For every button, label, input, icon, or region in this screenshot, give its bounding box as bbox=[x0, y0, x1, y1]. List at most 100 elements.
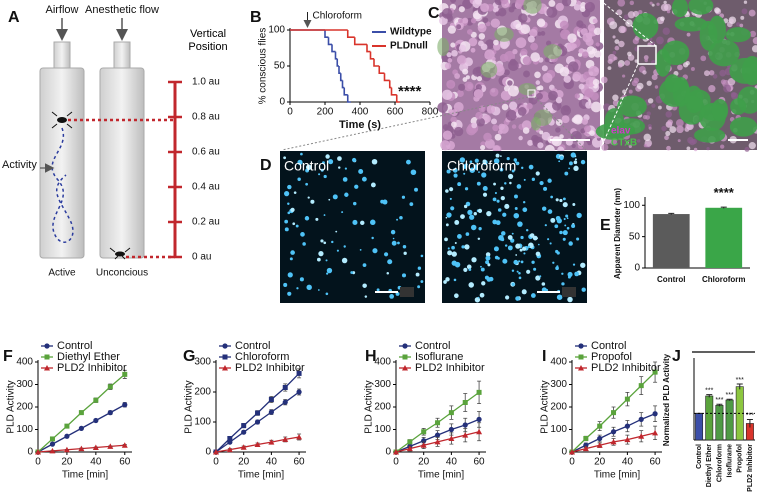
x-tick-label: 200 bbox=[317, 107, 334, 118]
vesicle bbox=[326, 267, 333, 274]
cell bbox=[563, 75, 571, 83]
cell bbox=[643, 133, 652, 142]
vesicle bbox=[323, 241, 327, 245]
vesicle bbox=[344, 192, 349, 197]
cell bbox=[712, 74, 718, 79]
vesicle bbox=[535, 251, 541, 257]
vesicle bbox=[332, 194, 338, 200]
vesicle bbox=[465, 201, 471, 207]
marker bbox=[611, 410, 617, 416]
vesicle bbox=[572, 203, 576, 206]
vesicle bbox=[518, 260, 521, 263]
marker bbox=[227, 436, 233, 441]
vesicle bbox=[417, 266, 422, 270]
vesicle bbox=[494, 191, 497, 195]
cell bbox=[704, 70, 710, 77]
vesicle bbox=[467, 209, 473, 216]
vesicle bbox=[515, 243, 521, 249]
marker bbox=[652, 429, 659, 436]
vesicle bbox=[513, 259, 519, 265]
vesicle bbox=[516, 184, 522, 189]
vesicle bbox=[477, 208, 483, 213]
vesicle bbox=[566, 217, 569, 220]
y-tick-label: 100 bbox=[623, 200, 640, 211]
cell bbox=[660, 16, 665, 22]
vesicle bbox=[287, 184, 292, 190]
y-tick-label: 100 bbox=[550, 424, 567, 435]
marker bbox=[282, 399, 288, 405]
vesicle bbox=[570, 152, 576, 158]
vesicle bbox=[497, 208, 502, 212]
vesicle bbox=[376, 288, 380, 292]
vesicle bbox=[372, 248, 378, 254]
vesicle bbox=[482, 159, 487, 164]
vesicle bbox=[352, 219, 358, 225]
vesicle bbox=[535, 275, 541, 281]
y-tick-label: 400 bbox=[374, 357, 391, 368]
cell bbox=[530, 52, 541, 62]
cell bbox=[590, 101, 602, 113]
vesicle bbox=[335, 230, 338, 233]
legend-label: PLDnull bbox=[390, 41, 428, 52]
vesicle bbox=[445, 216, 448, 219]
cell bbox=[483, 132, 492, 142]
vesicle bbox=[514, 207, 518, 210]
vesicle bbox=[506, 157, 510, 161]
cell bbox=[752, 37, 757, 45]
vesicle bbox=[561, 272, 564, 275]
vesicle bbox=[543, 186, 548, 191]
legend-label: PLD2 Inhibitor bbox=[57, 362, 127, 374]
neuropil bbox=[684, 85, 703, 114]
zoom-line bbox=[599, 0, 657, 47]
cell bbox=[527, 35, 535, 43]
cell bbox=[561, 0, 572, 7]
vesicle bbox=[481, 172, 487, 178]
y-tick-label: 0 bbox=[561, 447, 567, 458]
cell bbox=[536, 18, 546, 28]
cell bbox=[632, 10, 640, 18]
cell bbox=[612, 94, 619, 101]
cell bbox=[522, 127, 530, 134]
cell bbox=[649, 1, 653, 5]
cell bbox=[569, 38, 574, 43]
vesicle bbox=[547, 209, 553, 214]
vesicle bbox=[443, 280, 447, 284]
vesicle bbox=[317, 257, 321, 262]
cell bbox=[656, 36, 664, 45]
cell bbox=[462, 68, 469, 75]
cell bbox=[548, 0, 556, 7]
x-tick-label: Chloroform bbox=[702, 275, 746, 284]
cell bbox=[657, 105, 662, 110]
marker bbox=[597, 423, 603, 429]
vesicle bbox=[358, 169, 364, 174]
vesicle bbox=[447, 250, 453, 256]
vesicle bbox=[310, 199, 315, 204]
cell bbox=[589, 130, 595, 136]
cell bbox=[482, 17, 489, 24]
cell bbox=[491, 56, 496, 61]
step-segment bbox=[395, 94, 400, 103]
step-segment bbox=[353, 37, 367, 46]
marker bbox=[583, 436, 589, 441]
vesicle bbox=[451, 245, 455, 250]
cell bbox=[636, 82, 644, 90]
marker bbox=[78, 445, 85, 452]
cell bbox=[446, 52, 452, 58]
vesicle bbox=[482, 185, 488, 191]
vesicle bbox=[343, 245, 346, 248]
cell bbox=[666, 145, 671, 151]
x-tick-label: Chloroform bbox=[716, 444, 723, 482]
vesicle bbox=[362, 283, 367, 288]
x-tick-label: 0 bbox=[287, 107, 293, 118]
cell bbox=[454, 73, 460, 79]
cell bbox=[475, 111, 483, 120]
vesicle bbox=[299, 277, 304, 282]
vesicle bbox=[321, 161, 325, 165]
vesicle bbox=[328, 198, 331, 201]
panel-letter: C bbox=[428, 5, 440, 22]
cell bbox=[468, 37, 478, 47]
y-tick-label: 300 bbox=[16, 379, 33, 390]
cell bbox=[675, 119, 684, 127]
vesicle bbox=[370, 219, 376, 226]
cell bbox=[561, 115, 570, 124]
